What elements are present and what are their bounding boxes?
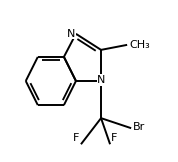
Text: N: N bbox=[67, 29, 75, 39]
Text: Br: Br bbox=[133, 122, 145, 132]
Text: F: F bbox=[111, 133, 117, 143]
Text: F: F bbox=[73, 133, 79, 143]
Text: N: N bbox=[97, 75, 106, 85]
Text: CH₃: CH₃ bbox=[129, 40, 150, 50]
